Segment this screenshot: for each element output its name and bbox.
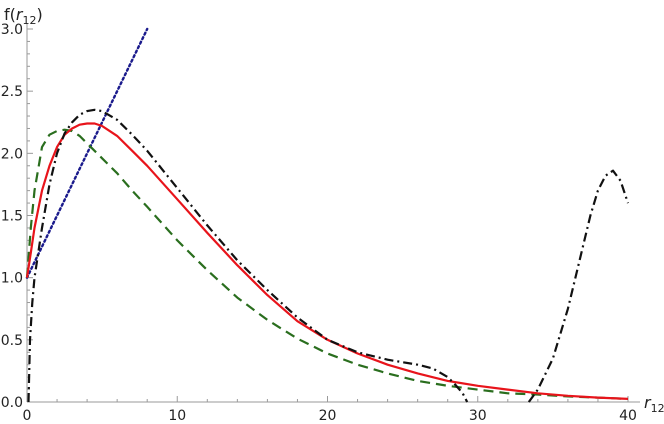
y-tick-label: 1.5 — [1, 209, 23, 225]
x-axis-label: r12 — [644, 393, 664, 415]
chart-axes — [26, 24, 640, 403]
y-tick-label: 3.0 — [1, 22, 23, 38]
x-axis-label-base: r — [644, 393, 652, 412]
y-axis-label: f(r12) — [4, 5, 43, 27]
x-axis-label-subscript: 12 — [651, 402, 664, 415]
x-tick-label: 0 — [23, 408, 32, 424]
x-tick-label: 30 — [469, 408, 487, 424]
series-line-dashdot-segment-2 — [527, 169, 630, 403]
series-line-dashed — [25, 128, 629, 400]
y-axis-label-prefix: f( — [4, 5, 16, 24]
y-tick-label: 0.0 — [1, 395, 23, 411]
x-tick-label: 40 — [619, 408, 637, 424]
series-line-dotted — [25, 27, 149, 279]
y-axis-label-suffix: ) — [36, 5, 42, 24]
series-line-dashdot-segment-1 — [27, 108, 469, 403]
y-axis-label-base: r — [16, 5, 24, 24]
chart-series — [25, 27, 630, 403]
y-tick-label: 0.5 — [1, 333, 23, 349]
chart-labels: 0 10 20 30 400.00.51.01.52.02.53.0f(r12)r12 — [1, 5, 664, 424]
x-tick-label: 10 — [168, 408, 186, 424]
y-tick-label: 2.5 — [1, 84, 23, 100]
series-line-solid — [25, 122, 629, 400]
x-tick-label: 20 — [319, 408, 337, 424]
y-tick-label: 2.0 — [1, 146, 23, 162]
y-axis-label-subscript: 12 — [22, 14, 36, 27]
y-tick-label: 1.0 — [1, 271, 23, 287]
